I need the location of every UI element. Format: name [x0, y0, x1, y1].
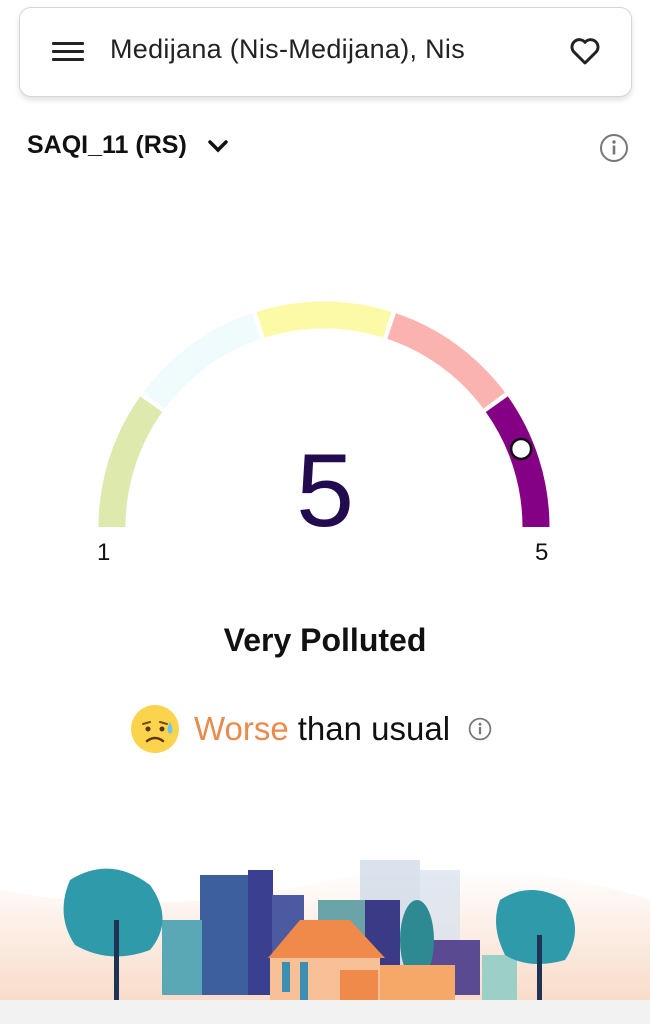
index-selector[interactable]: SAQI_11 (RS)	[27, 131, 229, 160]
trend-highlight: Worse	[194, 710, 289, 747]
location-name[interactable]: Medijana (Nis-Medijana), Nis	[110, 34, 466, 64]
aqi-gauge	[98, 301, 550, 528]
aqi-value: 5	[296, 433, 354, 549]
hamburger-icon[interactable]	[52, 42, 84, 62]
info-icon[interactable]	[468, 717, 492, 741]
trend-row: Worse than usual	[130, 704, 492, 754]
gauge-max-label: 5	[535, 539, 549, 566]
location-search-bar[interactable]	[19, 7, 632, 97]
chevron-down-icon	[208, 139, 228, 152]
gauge-segment-3	[256, 301, 392, 338]
gauge-segment-1	[98, 396, 163, 528]
gauge-segment-2	[142, 313, 261, 409]
trend-text: than usual	[297, 710, 451, 747]
gauge-segment-4	[387, 313, 506, 409]
gauge-segment-5	[485, 396, 550, 528]
index-label: SAQI_11 (RS)	[27, 131, 187, 159]
heart-icon[interactable]	[569, 36, 601, 66]
sad-face-emoji-icon	[131, 705, 179, 753]
city-illustration	[0, 860, 650, 1024]
gauge-min-label: 1	[97, 539, 111, 566]
info-icon[interactable]	[599, 133, 629, 163]
aqi-category: Very Polluted	[223, 622, 427, 658]
gauge-marker	[509, 437, 533, 461]
